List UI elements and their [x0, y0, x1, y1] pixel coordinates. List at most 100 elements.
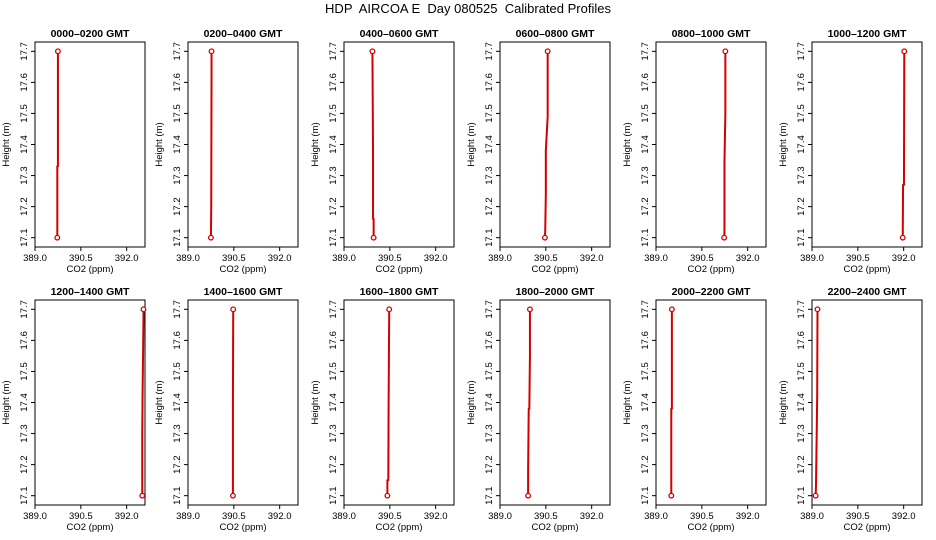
x-tick-label: 392.0: [736, 511, 760, 522]
y-tick-label: 17.5: [640, 362, 651, 381]
x-tick-label: 390.5: [534, 253, 558, 264]
panel-frame: [811, 41, 923, 248]
y-axis-label: Height (m): [310, 122, 321, 166]
y-tick-label: 17.3: [640, 166, 651, 185]
y-tick-label: 17.1: [328, 228, 339, 247]
x-tick-label: 392.0: [268, 253, 292, 264]
profile-line: [209, 51, 213, 238]
y-tick-label: 17.3: [19, 424, 30, 443]
profile-marker: [369, 48, 376, 55]
panel-title: 0400–0600 GMT: [360, 28, 439, 40]
x-tick-label: 389.0: [644, 511, 668, 522]
x-tick-label: 390.5: [690, 253, 714, 264]
y-tick-label: 17.4: [484, 393, 495, 412]
x-tick-label: 389.0: [332, 253, 356, 264]
x-tick-label: 390.5: [222, 253, 246, 264]
x-tick-label: 389.0: [488, 253, 512, 264]
y-tick-label: 17.6: [172, 73, 183, 92]
panel-title: 0000–0200 GMT: [51, 28, 130, 40]
y-axis-label: Height (m): [154, 380, 165, 424]
y-tick-label: 17.3: [796, 424, 807, 443]
x-tick-label: 392.0: [115, 511, 139, 522]
profile-line: [543, 51, 549, 238]
profile-marker: [139, 492, 146, 499]
profile-line: [371, 51, 375, 238]
panel-title: 1000–1200 GMT: [828, 28, 907, 40]
y-tick-label: 17.2: [640, 455, 651, 474]
y-tick-label: 17.1: [328, 486, 339, 505]
y-axis-label: Height (m): [622, 380, 633, 424]
profile-line: [670, 309, 673, 496]
x-tick-label: 390.5: [69, 511, 93, 522]
y-tick-label: 17.7: [172, 300, 183, 319]
x-tick-label: 390.5: [222, 511, 246, 522]
y-tick-label: 17.1: [484, 486, 495, 505]
y-tick-label: 17.7: [328, 42, 339, 61]
y-tick-label: 17.4: [640, 393, 651, 412]
y-tick-label: 17.2: [328, 197, 339, 216]
x-tick-label: 392.0: [268, 511, 292, 522]
y-tick-label: 17.7: [484, 300, 495, 319]
y-tick-label: 17.6: [796, 331, 807, 350]
profile-marker: [54, 48, 61, 55]
x-tick-label: 390.5: [69, 253, 93, 264]
profile-line: [901, 51, 906, 238]
y-tick-label: 17.6: [172, 331, 183, 350]
y-tick-label: 17.2: [640, 197, 651, 216]
y-tick-label: 17.5: [796, 104, 807, 123]
y-tick-label: 17.6: [484, 331, 495, 350]
panel-frame: [343, 41, 455, 248]
y-axis-label: Height (m): [466, 380, 477, 424]
x-tick-label: 392.0: [892, 511, 916, 522]
profile-marker: [386, 306, 393, 313]
profile-line: [56, 51, 59, 238]
y-tick-label: 17.2: [328, 455, 339, 474]
profile-marker: [54, 234, 61, 241]
y-tick-label: 17.3: [19, 166, 30, 185]
y-axis-label: Height (m): [1, 380, 12, 424]
y-tick-label: 17.2: [19, 197, 30, 216]
y-tick-label: 17.5: [484, 104, 495, 123]
x-tick-label: 389.0: [488, 511, 512, 522]
y-tick-label: 17.7: [328, 300, 339, 319]
profile-marker: [207, 234, 214, 241]
y-tick-label: 17.5: [484, 362, 495, 381]
y-tick-label: 17.1: [172, 486, 183, 505]
x-tick-label: 390.5: [690, 511, 714, 522]
x-axis-label: CO2 (ppm): [67, 522, 114, 533]
x-axis-label: CO2 (ppm): [376, 522, 423, 533]
y-tick-label: 17.1: [796, 228, 807, 247]
y-axis-label: Height (m): [778, 380, 789, 424]
x-tick-label: 389.0: [176, 511, 200, 522]
y-axis-label: Height (m): [1, 122, 12, 166]
profile-marker: [208, 48, 215, 55]
profile-line: [723, 51, 727, 238]
profile-marker: [370, 234, 377, 241]
y-axis-label: Height (m): [466, 122, 477, 166]
x-tick-label: 390.5: [846, 511, 870, 522]
y-tick-label: 17.2: [484, 197, 495, 216]
y-tick-label: 17.3: [484, 424, 495, 443]
y-tick-label: 17.5: [328, 362, 339, 381]
panel-frame: [811, 299, 923, 506]
x-tick-label: 390.5: [378, 253, 402, 264]
y-tick-label: 17.7: [172, 42, 183, 61]
y-tick-label: 17.7: [796, 42, 807, 61]
y-tick-label: 17.5: [19, 362, 30, 381]
y-tick-label: 17.6: [484, 73, 495, 92]
y-tick-label: 17.2: [172, 455, 183, 474]
panel-title: 1400–1600 GMT: [204, 286, 283, 298]
y-tick-label: 17.4: [19, 135, 30, 154]
profile-marker: [814, 306, 821, 313]
panel-frame: [187, 41, 299, 248]
y-tick-label: 17.6: [640, 73, 651, 92]
y-tick-label: 17.4: [796, 393, 807, 412]
x-tick-label: 389.0: [644, 253, 668, 264]
y-axis-label: Height (m): [154, 122, 165, 166]
x-tick-label: 389.0: [332, 511, 356, 522]
y-tick-label: 17.3: [172, 424, 183, 443]
panel-frame: [34, 41, 146, 248]
y-axis-label: Height (m): [622, 122, 633, 166]
y-tick-label: 17.1: [796, 486, 807, 505]
profile-line: [527, 309, 531, 496]
